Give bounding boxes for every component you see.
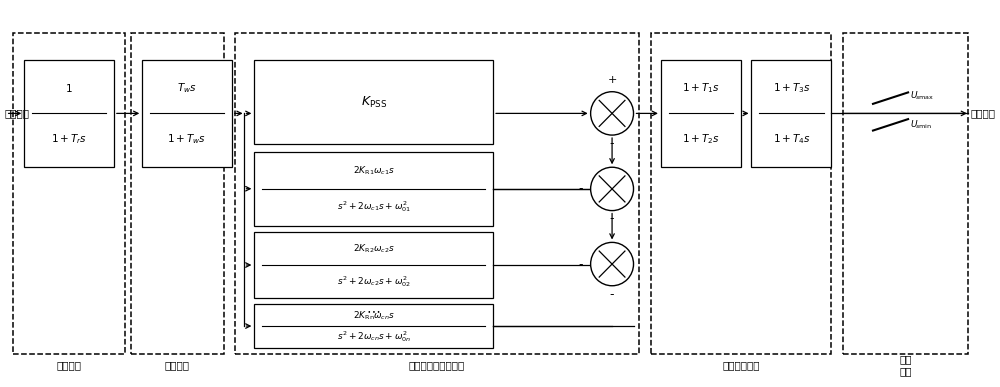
Text: $1+T_{3}s$: $1+T_{3}s$: [773, 81, 810, 95]
Text: $2K_{\mathrm{R1}}\omega_{c1}s$: $2K_{\mathrm{R1}}\omega_{c1}s$: [353, 164, 395, 177]
Text: 准比例谐振控制环节: 准比例谐振控制环节: [408, 360, 465, 370]
Text: -: -: [578, 258, 583, 271]
Text: 限幅: 限幅: [899, 354, 912, 365]
Text: $1+T_{r}s$: $1+T_{r}s$: [51, 132, 87, 146]
Text: 输入信号: 输入信号: [5, 108, 30, 118]
Bar: [254, 152, 493, 226]
Text: -: -: [610, 212, 614, 226]
Text: $1$: $1$: [65, 82, 73, 94]
Ellipse shape: [591, 167, 634, 211]
Bar: [843, 33, 968, 354]
Bar: [651, 33, 831, 354]
Bar: [142, 60, 232, 167]
Text: $T_{w}s$: $T_{w}s$: [177, 81, 197, 95]
Ellipse shape: [591, 242, 634, 286]
Bar: [13, 33, 125, 354]
Text: 环节: 环节: [899, 366, 912, 376]
Text: 输出信号: 输出信号: [971, 108, 996, 118]
Ellipse shape: [591, 92, 634, 135]
Text: $2K_{\mathrm{R2}}\omega_{c2}s$: $2K_{\mathrm{R2}}\omega_{c2}s$: [353, 243, 395, 255]
Bar: [131, 33, 224, 354]
Text: $U\!_{\mathit{s}\mathrm{max}}$: $U\!_{\mathit{s}\mathrm{max}}$: [910, 90, 934, 103]
Text: 隔直环节: 隔直环节: [165, 360, 190, 370]
Text: -: -: [578, 182, 583, 195]
Bar: [235, 33, 639, 354]
Bar: [751, 60, 831, 167]
Text: $1+T_{4}s$: $1+T_{4}s$: [773, 132, 810, 146]
Text: -: -: [610, 137, 614, 150]
Text: 相位补偿环节: 相位补偿环节: [722, 360, 760, 370]
Bar: [254, 232, 493, 298]
Text: $1+T_{1}s$: $1+T_{1}s$: [682, 81, 720, 95]
Text: +: +: [607, 75, 617, 85]
Text: $1+T_{2}s$: $1+T_{2}s$: [682, 132, 720, 146]
Text: $2K_{\mathrm{Rn}}\omega_{cn}s$: $2K_{\mathrm{Rn}}\omega_{cn}s$: [353, 309, 395, 322]
Text: 量测环节: 量测环节: [56, 360, 81, 370]
Text: $K_{\mathrm{PSS}}$: $K_{\mathrm{PSS}}$: [361, 94, 387, 110]
Bar: [254, 304, 493, 348]
Bar: [254, 60, 493, 144]
Bar: [661, 60, 741, 167]
Text: $s^{2}+2\omega_{c1}s+\omega_{01}^{2}$: $s^{2}+2\omega_{c1}s+\omega_{01}^{2}$: [337, 199, 411, 214]
Text: $s^{2}+2\omega_{c2}s+\omega_{02}^{2}$: $s^{2}+2\omega_{c2}s+\omega_{02}^{2}$: [337, 274, 411, 288]
Text: $s^{2}+2\omega_{cn}s+\omega_{0n}^{2}$: $s^{2}+2\omega_{cn}s+\omega_{0n}^{2}$: [337, 329, 411, 344]
Text: $U\!_{\mathit{s}\mathrm{min}}$: $U\!_{\mathit{s}\mathrm{min}}$: [910, 118, 932, 131]
Text: -: -: [610, 288, 614, 301]
Text: $\cdots$: $\cdots$: [366, 303, 380, 317]
Text: $1+T_{w}s$: $1+T_{w}s$: [167, 132, 207, 146]
Bar: [24, 60, 114, 167]
